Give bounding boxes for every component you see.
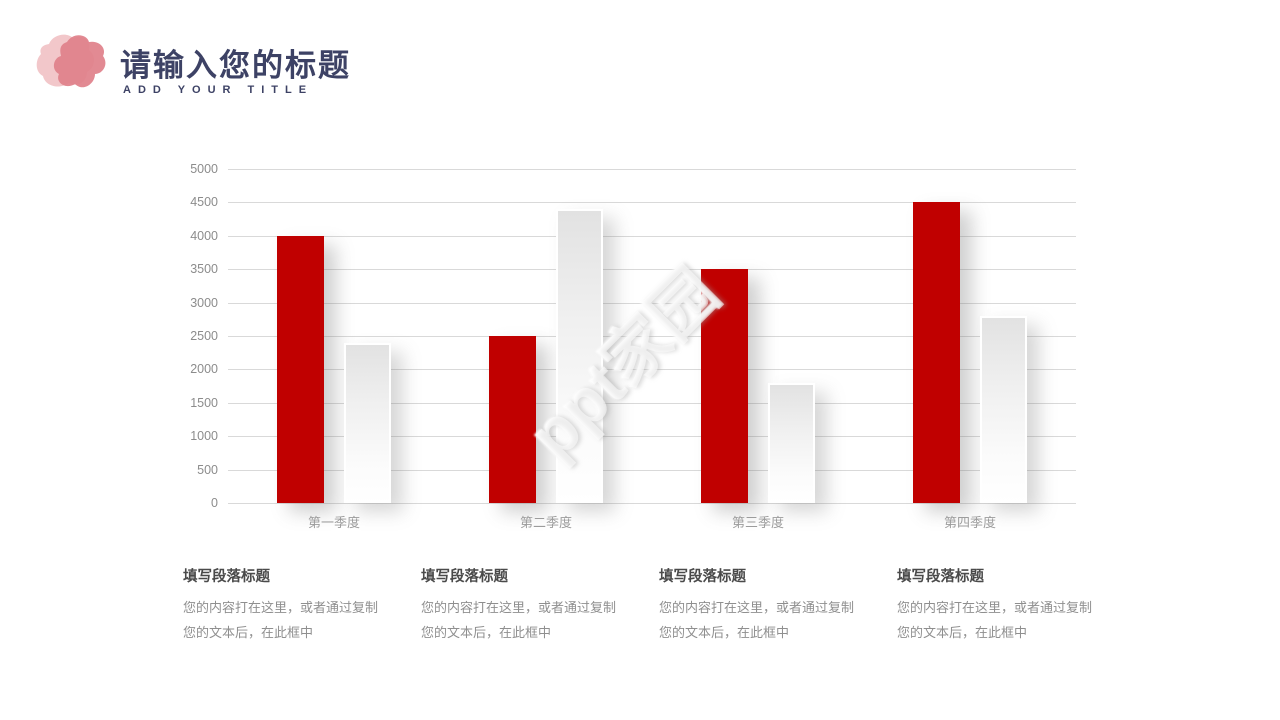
- gridline: [228, 235, 1076, 237]
- gridline: [228, 302, 1076, 304]
- bar-series1-第三季度: [701, 269, 748, 503]
- gridline: [228, 336, 1076, 337]
- paragraph-section: 填写段落标题 您的内容打在这里，或者通过复制您的文本后，在此框中: [897, 565, 1103, 645]
- y-axis-tick-label: 3000: [190, 295, 218, 310]
- bar-series1-第四季度: [913, 202, 960, 503]
- slide-subtitle: ADD YOUR TITLE: [123, 84, 314, 96]
- gridline: [228, 503, 1076, 504]
- section-body: 您的内容打在这里，或者通过复制您的文本后，在此框中: [659, 600, 855, 640]
- gridline: [228, 269, 1076, 271]
- section-body: 您的内容打在这里，或者通过复制您的文本后，在此框中: [421, 600, 617, 640]
- y-axis-tick-label: 4000: [190, 228, 218, 243]
- bar-series2-第三季度: [768, 382, 815, 503]
- slide-title: 请输入您的标题: [120, 48, 351, 83]
- bar-series1-第一季度: [277, 235, 324, 503]
- section-body: 您的内容打在这里，或者通过复制您的文本后，在此框中: [183, 600, 379, 640]
- gridline: [228, 436, 1076, 438]
- gridline: [228, 469, 1076, 471]
- gridline: [228, 169, 1076, 170]
- chart-plot: 5000 4500 4000 3500 3000 2500 2000 1500 1000 500 0…: [190, 162, 1076, 530]
- gridline: [228, 202, 1076, 204]
- bar-series2-第二季度: [556, 209, 603, 503]
- logo-blob-icon: [36, 34, 106, 88]
- x-axis-category-label: 第二季度: [519, 515, 573, 530]
- y-axis-tick-label: 500: [197, 462, 218, 477]
- y-axis-tick-label: 2500: [190, 329, 218, 343]
- x-axis-category-label: 第三季度: [731, 515, 785, 530]
- x-axis-category-label: 第四季度: [943, 515, 997, 530]
- paragraph-sections: 填写段落标题 您的内容打在这里，或者通过复制您的文本后，在此框中 填写段落标题 …: [183, 565, 1135, 645]
- y-axis-tick-label: 5000: [190, 162, 218, 176]
- gridline: [228, 402, 1076, 404]
- y-axis-tick-label: 3500: [190, 262, 218, 277]
- bar-series1-第二季度: [489, 336, 536, 503]
- section-title: 填写段落标题: [897, 569, 984, 585]
- y-axis-tick-label: 4500: [190, 195, 218, 210]
- y-axis-tick-label: 2000: [190, 362, 218, 377]
- bar-series2-第一季度: [344, 342, 391, 503]
- paragraph-section: 填写段落标题 您的内容打在这里，或者通过复制您的文本后，在此框中: [421, 565, 627, 645]
- y-axis-tick-label: 0: [211, 496, 218, 510]
- y-axis-tick-label: 1000: [190, 429, 218, 444]
- x-axis-category-label: 第一季度: [307, 515, 361, 530]
- y-axis-tick-label: 1500: [190, 395, 218, 410]
- gridline: [228, 369, 1076, 371]
- paragraph-section: 填写段落标题 您的内容打在这里，或者通过复制您的文本后，在此框中: [659, 565, 865, 645]
- section-body: 您的内容打在这里，或者通过复制您的文本后，在此框中: [897, 600, 1093, 640]
- section-title: 填写段落标题: [183, 569, 270, 585]
- section-title: 填写段落标题: [421, 569, 508, 585]
- section-title: 填写段落标题: [659, 569, 746, 585]
- bar-series2-第四季度: [980, 315, 1027, 503]
- paragraph-section: 填写段落标题 您的内容打在这里，或者通过复制您的文本后，在此框中: [183, 565, 389, 645]
